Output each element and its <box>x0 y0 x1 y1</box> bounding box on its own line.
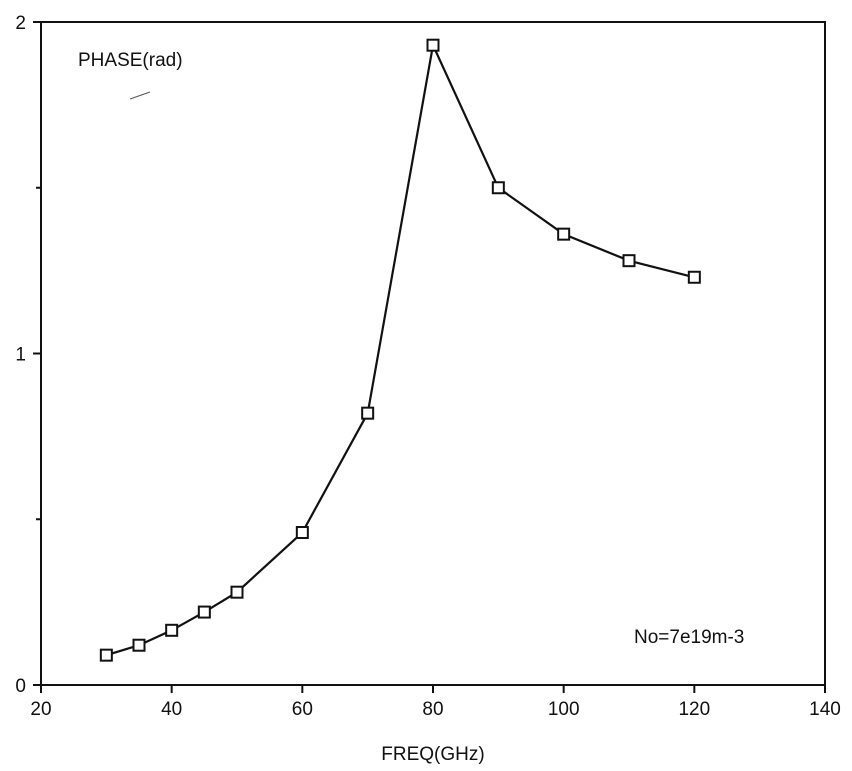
x-tick-label-120: 120 <box>678 699 710 720</box>
stray-pen-mark <box>129 91 151 100</box>
x-tick-label-40: 40 <box>161 699 182 720</box>
series-line-0 <box>105 41 695 657</box>
plot-area-border <box>40 21 826 686</box>
x-tick-label-140: 140 <box>809 699 841 720</box>
data-point-50ghz <box>230 585 244 599</box>
data-point-45ghz <box>197 605 211 619</box>
data-point-30ghz <box>99 648 113 662</box>
density-annotation: No=7e19m-3 <box>634 627 744 648</box>
data-point-120ghz <box>687 270 701 284</box>
x-tick-label-20: 20 <box>30 699 51 720</box>
phase-series-line-group <box>105 41 695 657</box>
data-point-90ghz <box>491 181 505 195</box>
y-axis-title: PHASE(rad) <box>78 50 183 71</box>
y-tick-label-0: 0 <box>15 676 26 697</box>
data-point-110ghz <box>622 254 636 268</box>
phase-series-markers <box>99 38 701 662</box>
x-axis-ticks <box>40 685 826 693</box>
x-tick-label-80: 80 <box>422 699 443 720</box>
data-point-80ghz <box>426 38 440 52</box>
data-point-60ghz <box>295 526 309 540</box>
y-tick-label-2: 2 <box>15 13 26 34</box>
data-point-40ghz <box>165 623 179 637</box>
plot-frame <box>40 21 826 686</box>
y-tick-label-1: 1 <box>15 345 26 366</box>
y-axis-ticks <box>33 21 41 686</box>
x-tick-label-100: 100 <box>548 699 580 720</box>
x-tick-label-60: 60 <box>292 699 313 720</box>
data-point-70ghz <box>361 406 375 420</box>
data-point-35ghz <box>132 638 146 652</box>
x-axis-tick-labels: 20 40 60 80 100 120 140 <box>30 699 840 720</box>
data-point-100ghz <box>557 227 571 241</box>
x-axis-title: FREQ(GHz) <box>381 744 484 765</box>
y-axis-tick-labels: 0 1 2 <box>15 13 26 697</box>
